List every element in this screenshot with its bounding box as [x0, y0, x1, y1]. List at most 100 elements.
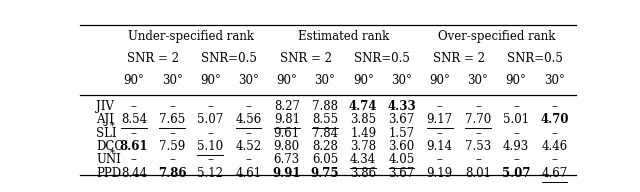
Text: SNR = 2: SNR = 2 [127, 52, 179, 65]
Text: DCC: DCC [97, 140, 124, 153]
Text: Estimated rank: Estimated rank [298, 30, 390, 43]
Text: –: – [513, 100, 519, 113]
Text: 8.54: 8.54 [121, 113, 147, 126]
Text: 3.67: 3.67 [388, 167, 415, 180]
Text: 1.57: 1.57 [388, 127, 415, 140]
Text: 3.67: 3.67 [388, 113, 415, 126]
Text: 7.65: 7.65 [159, 113, 185, 126]
Text: –: – [436, 100, 443, 113]
Text: –: – [513, 153, 519, 166]
Text: –: – [436, 127, 443, 140]
Text: –: – [131, 100, 137, 113]
Text: 9.75: 9.75 [311, 167, 339, 180]
Text: 90°: 90° [276, 74, 297, 87]
Text: 7.84: 7.84 [312, 127, 338, 140]
Text: SLI: SLI [97, 127, 117, 140]
Text: Over-specified rank: Over-specified rank [438, 30, 556, 43]
Text: 5.10: 5.10 [197, 140, 223, 153]
Text: 90°: 90° [124, 74, 144, 87]
Text: Under-specified rank: Under-specified rank [128, 30, 254, 43]
Text: –: – [475, 127, 481, 140]
Text: 30°: 30° [391, 74, 412, 87]
Text: JIV: JIV [97, 100, 115, 113]
Text: –: – [475, 153, 481, 166]
Text: AJI: AJI [97, 113, 115, 126]
Text: 30°: 30° [315, 74, 335, 87]
Text: 4.67: 4.67 [541, 167, 568, 180]
Text: –: – [131, 153, 137, 166]
Text: 4.56: 4.56 [236, 113, 262, 126]
Text: 6.05: 6.05 [312, 153, 338, 166]
Text: 6.73: 6.73 [274, 153, 300, 166]
Text: –: – [552, 100, 557, 113]
Text: –: – [246, 153, 252, 166]
Text: SNR = 2: SNR = 2 [280, 52, 332, 65]
Text: 9.91: 9.91 [273, 167, 301, 180]
Text: –: – [552, 153, 557, 166]
Text: –: – [552, 127, 557, 140]
Text: –: – [436, 153, 443, 166]
Text: 4.52: 4.52 [236, 140, 262, 153]
Text: 8.44: 8.44 [121, 167, 147, 180]
Text: 3.85: 3.85 [350, 113, 376, 126]
Text: 7.59: 7.59 [159, 140, 185, 153]
Text: –: – [207, 153, 213, 166]
Text: –: – [246, 100, 252, 113]
Text: 4.33: 4.33 [387, 100, 416, 113]
Text: 90°: 90° [429, 74, 450, 87]
Text: –: – [513, 127, 519, 140]
Text: 8.61: 8.61 [120, 140, 148, 153]
Text: 9.80: 9.80 [274, 140, 300, 153]
Text: 5.07: 5.07 [502, 167, 531, 180]
Text: *: * [110, 149, 115, 158]
Text: –: – [169, 127, 175, 140]
Text: –: – [207, 100, 213, 113]
Text: –: – [475, 100, 481, 113]
Text: 4.05: 4.05 [388, 153, 415, 166]
Text: –: – [207, 127, 213, 140]
Text: PPD: PPD [97, 167, 122, 180]
Text: 8.01: 8.01 [465, 167, 491, 180]
Text: 3.78: 3.78 [350, 140, 376, 153]
Text: 9.61: 9.61 [274, 127, 300, 140]
Text: 90°: 90° [506, 74, 527, 87]
Text: 8.28: 8.28 [312, 140, 338, 153]
Text: 3.60: 3.60 [388, 140, 415, 153]
Text: 4.34: 4.34 [350, 153, 376, 166]
Text: 9.81: 9.81 [274, 113, 300, 126]
Text: 90°: 90° [353, 74, 374, 87]
Text: 4.74: 4.74 [349, 100, 378, 113]
Text: 8.55: 8.55 [312, 113, 338, 126]
Text: 1.49: 1.49 [350, 127, 376, 140]
Text: SNR = 2: SNR = 2 [433, 52, 485, 65]
Text: *: * [110, 122, 115, 131]
Text: 5.01: 5.01 [503, 113, 529, 126]
Text: 5.07: 5.07 [197, 113, 223, 126]
Text: 30°: 30° [162, 74, 182, 87]
Text: –: – [131, 127, 137, 140]
Text: 4.61: 4.61 [236, 167, 262, 180]
Text: –: – [169, 100, 175, 113]
Text: 90°: 90° [200, 74, 221, 87]
Text: 30°: 30° [238, 74, 259, 87]
Text: 7.70: 7.70 [465, 113, 491, 126]
Text: 9.17: 9.17 [427, 113, 452, 126]
Text: UNI: UNI [97, 153, 121, 166]
Text: SNR=0.5: SNR=0.5 [508, 52, 563, 65]
Text: SNR=0.5: SNR=0.5 [202, 52, 257, 65]
Text: 7.53: 7.53 [465, 140, 491, 153]
Text: 4.93: 4.93 [503, 140, 529, 153]
Text: 4.46: 4.46 [541, 140, 568, 153]
Text: 7.88: 7.88 [312, 100, 338, 113]
Text: 5.12: 5.12 [197, 167, 223, 180]
Text: 3.86: 3.86 [350, 167, 376, 180]
Text: 30°: 30° [544, 74, 565, 87]
Text: 7.86: 7.86 [158, 167, 186, 180]
Text: 30°: 30° [467, 74, 488, 87]
Text: 8.27: 8.27 [274, 100, 300, 113]
Text: –: – [169, 153, 175, 166]
Text: 9.19: 9.19 [427, 167, 452, 180]
Text: 9.14: 9.14 [427, 140, 452, 153]
Text: –: – [246, 127, 252, 140]
Text: SNR=0.5: SNR=0.5 [355, 52, 410, 65]
